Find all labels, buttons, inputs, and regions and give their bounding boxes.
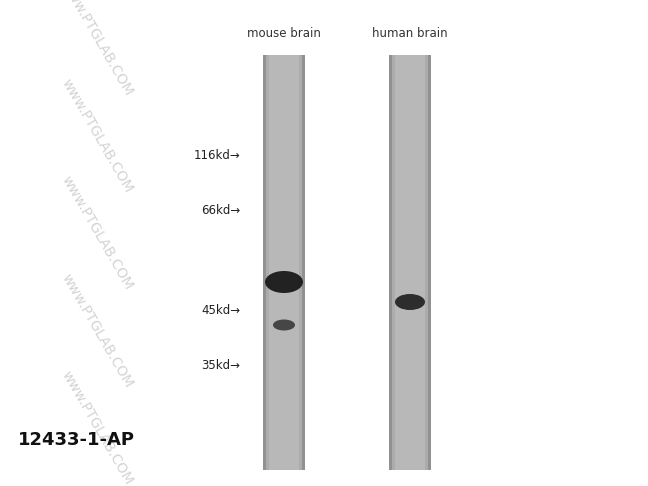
Text: 35kd→: 35kd→	[201, 359, 240, 371]
Text: 12433-1-AP: 12433-1-AP	[18, 431, 135, 449]
Text: human brain: human brain	[372, 27, 448, 40]
Text: 66kd→: 66kd→	[201, 204, 240, 216]
Bar	[389, 55, 431, 470]
Text: 116kd→: 116kd→	[193, 149, 240, 161]
Text: 45kd→: 45kd→	[201, 303, 240, 316]
Bar	[389, 55, 392, 470]
Bar	[302, 55, 305, 470]
Text: www.PTGLAB.COM: www.PTGLAB.COM	[59, 368, 135, 486]
Bar	[263, 55, 269, 470]
Ellipse shape	[265, 271, 303, 293]
Bar	[299, 55, 305, 470]
Text: www.PTGLAB.COM: www.PTGLAB.COM	[59, 0, 135, 98]
Bar	[428, 55, 431, 470]
Bar	[263, 55, 266, 470]
Bar	[425, 55, 431, 470]
Bar	[263, 55, 305, 470]
Text: www.PTGLAB.COM: www.PTGLAB.COM	[59, 174, 135, 293]
Text: mouse brain: mouse brain	[247, 27, 321, 40]
Ellipse shape	[395, 294, 425, 310]
Ellipse shape	[273, 319, 295, 330]
Bar	[389, 55, 395, 470]
Text: www.PTGLAB.COM: www.PTGLAB.COM	[59, 271, 135, 390]
Text: www.PTGLAB.COM: www.PTGLAB.COM	[59, 77, 135, 195]
